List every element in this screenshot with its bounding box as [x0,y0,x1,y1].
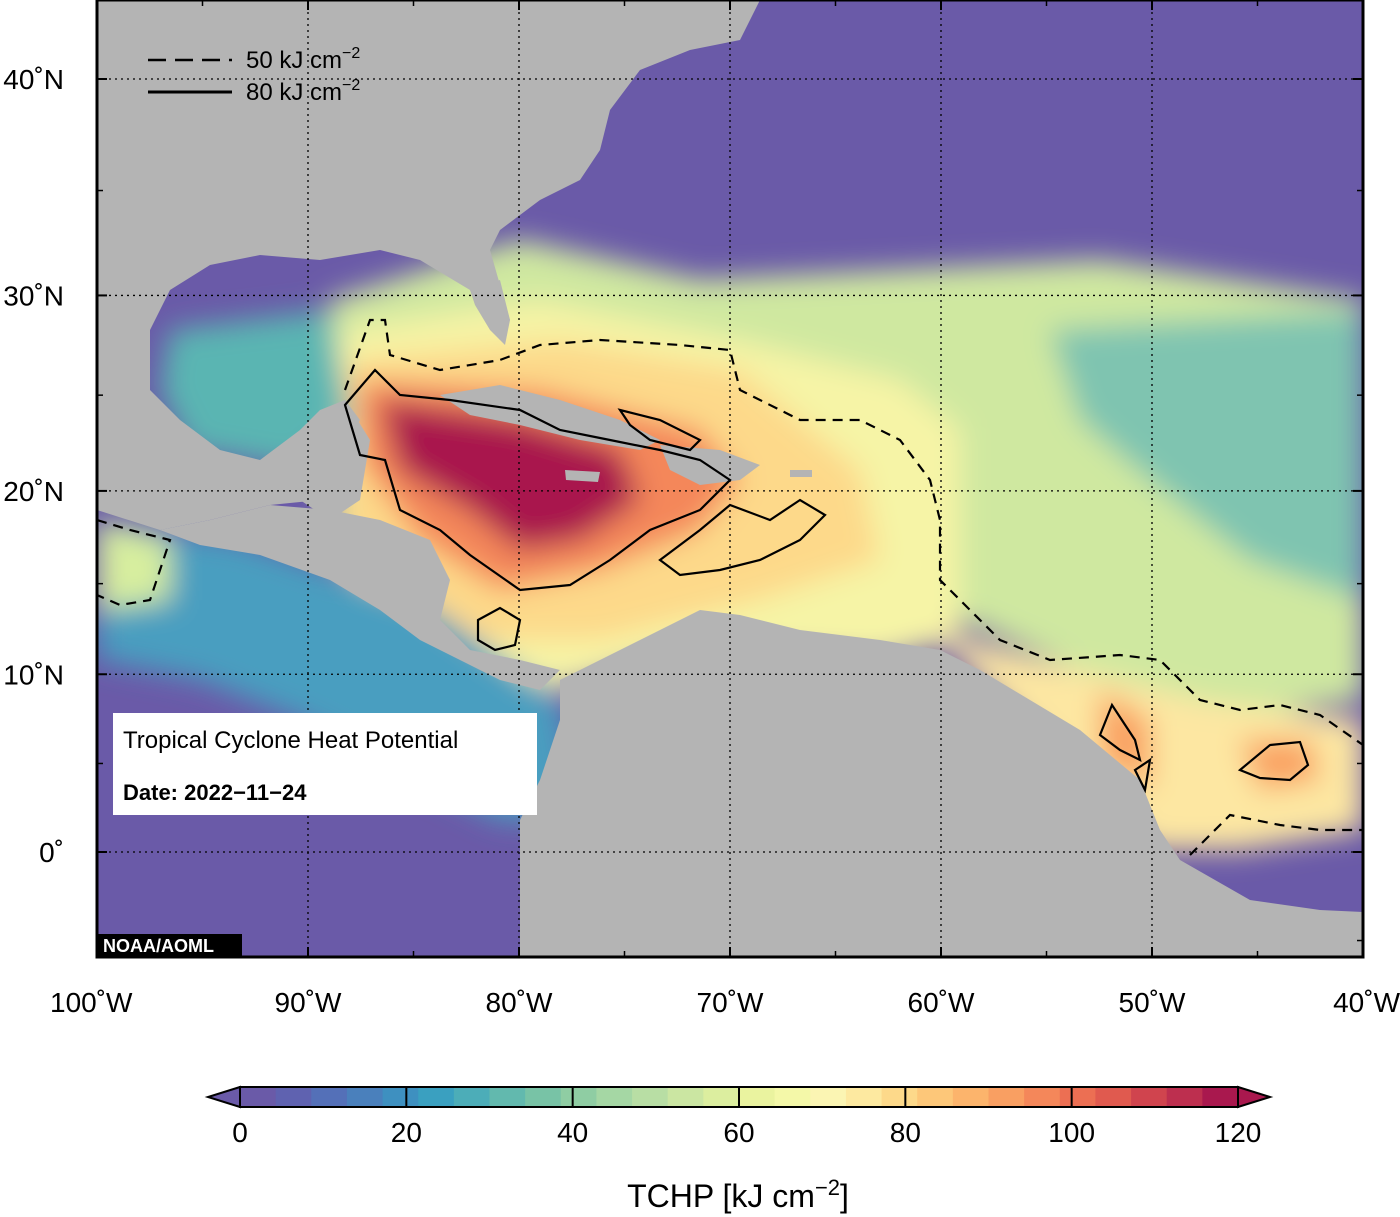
colorbar-swatch [489,1087,526,1107]
colorbar-swatch [1202,1087,1239,1107]
colorbar-tick-label: 0 [232,1117,248,1148]
colorbar-swatch [667,1087,704,1107]
colorbar-swatch [739,1087,776,1107]
contour-80-nicaragua [476,606,522,652]
lon-label: 70˚W [697,987,764,1018]
colorbar-swatch [382,1087,419,1107]
lon-label: 40˚W [1333,987,1400,1018]
colorbar-tick-label: 40 [557,1117,588,1148]
colorbar-tick-label: 20 [391,1117,422,1148]
colorbar [204,1085,1274,1109]
map-title: Tropical Cyclone Heat Potential [123,727,458,754]
colorbar-swatch [845,1087,883,1107]
credit-badge: NOAA/AOML [98,934,242,956]
contour-80-east [658,498,827,577]
legend-dashed-label: 50 kJ cm−2 [246,45,360,74]
contour-legend: 50 kJ cm−2 80 kJ cm−2 [148,45,360,106]
colorbar-swatch [240,1087,277,1107]
colorbar-swatch [1095,1087,1132,1107]
contour-80-hispaniola [617,408,702,452]
lat-label: 20˚N [3,476,64,507]
longitude-labels: 100˚W 90˚W 80˚W 70˚W 60˚W 50˚W 40˚W [50,987,1400,1018]
colorbar-swatch [311,1087,348,1107]
colorbar-tick-label: 80 [890,1117,921,1148]
title-box: Tropical Cyclone Heat Potential Date: 20… [113,713,537,815]
colorbar-min-arrow [204,1085,241,1109]
land-puerto-rico [790,470,812,477]
colorbar-swatch [632,1087,669,1107]
lon-label: 90˚W [275,987,342,1018]
colorbar-swatch [596,1087,633,1107]
credit-badge-bg [98,934,242,956]
contour-80-guiana-2 [1133,757,1152,794]
colorbar-swatch [703,1087,740,1107]
colorbar-swatch [453,1087,491,1107]
credit-label: NOAA/AOML [103,936,214,956]
land-cuba [440,385,660,450]
colorbar-swatch [774,1087,811,1107]
lat-label: 10˚N [3,659,64,690]
tick-marks [96,0,1364,957]
lat-label: 0˚ [39,837,64,868]
contours [97,318,1363,856]
heat-band-cool-east [1050,310,1363,600]
colorbar-swatch [1131,1087,1168,1107]
colorbar-swatch [275,1087,312,1107]
contour-80-main [343,368,732,592]
lon-label: 100˚W [50,987,133,1018]
lat-label: 40˚N [3,64,64,95]
land-hispaniola [660,445,760,485]
lon-label: 80˚W [486,987,553,1018]
land-central-america [160,505,560,690]
colorbar-swatch [952,1087,990,1107]
heat-pacific-warm [97,520,170,610]
contour-50-south [1189,813,1363,856]
colorbar-swatch [1024,1087,1061,1107]
legend-solid-label: 80 kJ cm−2 [246,77,360,106]
colorbar-swatch [810,1087,847,1107]
colorbar-swatch [917,1087,954,1107]
colorbar-swatch [1166,1087,1203,1107]
colorbar-swatch [881,1087,918,1107]
colorbar-title: TCHP [kJ cm−2] [627,1175,849,1214]
map-panel [97,0,1363,957]
lon-label: 60˚W [908,987,975,1018]
colorbar-tick-labels: 0 20 40 60 80 100 120 [232,1117,1261,1148]
contour-50-main [343,318,1363,746]
colorbar-swatch [1059,1087,1097,1107]
colorbar-tick-label: 100 [1048,1117,1095,1148]
land-north-america [97,0,760,530]
colorbar-tick-label: 60 [723,1117,754,1148]
colorbar-swatch [346,1087,384,1107]
contour-50-pacific [97,518,172,607]
contour-80-atlantic [1237,740,1310,782]
lon-label: 50˚W [1119,987,1186,1018]
colorbar-swatch [988,1087,1025,1107]
lat-label: 30˚N [3,280,64,311]
colorbar-tick-label: 120 [1215,1117,1262,1148]
colorbar-swatch [525,1087,562,1107]
contour-80-guiana-1 [1098,702,1142,763]
land-jamaica [565,470,600,482]
map-date: Date: 2022−11−24 [123,780,307,805]
title-box-bg [113,713,537,815]
land-florida [470,280,510,345]
colorbar-max-arrow [1237,1085,1274,1109]
latitude-labels: 40˚N 30˚N 20˚N 10˚N 0˚ [3,64,64,868]
gridlines [97,0,1363,957]
colorbar-swatch [560,1087,598,1107]
colorbar-swatch [418,1087,455,1107]
